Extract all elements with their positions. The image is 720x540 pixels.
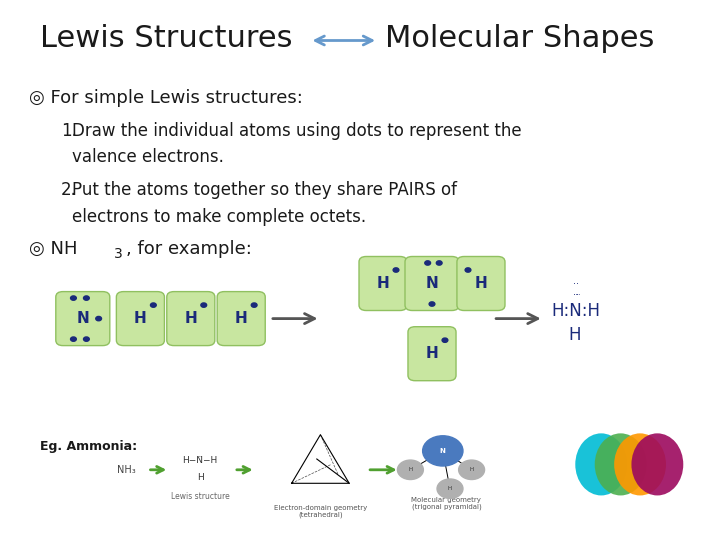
Text: H: H <box>448 486 452 491</box>
Circle shape <box>429 302 435 306</box>
FancyBboxPatch shape <box>117 292 164 346</box>
Text: H: H <box>134 311 147 326</box>
Circle shape <box>201 303 207 307</box>
Text: ··: ·· <box>575 291 580 300</box>
Text: ◎ For simple Lewis structures:: ◎ For simple Lewis structures: <box>29 89 302 107</box>
Circle shape <box>71 337 76 341</box>
Text: N: N <box>426 276 438 291</box>
Circle shape <box>423 436 463 466</box>
Circle shape <box>442 338 448 342</box>
Text: H: H <box>184 311 197 326</box>
Text: , for example:: , for example: <box>126 240 252 258</box>
Text: Molecular geometry
(trigonal pyramidal): Molecular geometry (trigonal pyramidal) <box>411 497 482 510</box>
FancyBboxPatch shape <box>408 327 456 381</box>
Circle shape <box>251 303 257 307</box>
Text: H: H <box>408 467 413 472</box>
Text: N: N <box>76 311 89 326</box>
Circle shape <box>393 268 399 272</box>
Circle shape <box>436 261 442 265</box>
Circle shape <box>96 316 102 321</box>
Ellipse shape <box>614 433 666 496</box>
Circle shape <box>397 460 423 480</box>
Circle shape <box>84 337 89 341</box>
Text: ··: ·· <box>573 280 579 289</box>
Text: Electron-domain geometry
(tetrahedral): Electron-domain geometry (tetrahedral) <box>274 505 367 518</box>
Circle shape <box>150 303 156 307</box>
Ellipse shape <box>575 433 627 496</box>
Text: Molecular Shapes: Molecular Shapes <box>385 24 654 53</box>
FancyBboxPatch shape <box>167 292 215 346</box>
Circle shape <box>84 296 89 300</box>
FancyBboxPatch shape <box>359 256 407 310</box>
Text: Lewis Structures: Lewis Structures <box>40 24 292 53</box>
Text: 2.: 2. <box>61 181 77 199</box>
FancyBboxPatch shape <box>217 292 265 346</box>
Text: H: H <box>426 346 438 361</box>
Text: ◎ NH: ◎ NH <box>29 240 77 258</box>
Text: Eg. Ammonia:: Eg. Ammonia: <box>40 440 137 453</box>
Circle shape <box>459 460 485 480</box>
Text: electrons to make complete octets.: electrons to make complete octets. <box>72 208 366 226</box>
Text: 3: 3 <box>114 247 122 261</box>
Text: H: H <box>235 311 248 326</box>
Text: N: N <box>440 448 446 454</box>
Text: Put the atoms together so they share PAIRS of: Put the atoms together so they share PAI… <box>72 181 457 199</box>
Ellipse shape <box>631 433 683 496</box>
Text: H: H <box>377 276 390 291</box>
Circle shape <box>465 268 471 272</box>
Text: H: H <box>474 276 487 291</box>
Circle shape <box>71 296 76 300</box>
Circle shape <box>437 479 463 498</box>
Text: H: H <box>197 474 204 482</box>
Text: H:N:H: H:N:H <box>552 301 600 320</box>
Text: H: H <box>469 467 474 472</box>
Text: Lewis structure: Lewis structure <box>171 492 230 501</box>
Text: H: H <box>568 326 581 344</box>
FancyBboxPatch shape <box>405 256 459 310</box>
Text: 1.: 1. <box>61 122 77 139</box>
FancyBboxPatch shape <box>457 256 505 310</box>
Text: NH₃: NH₃ <box>117 465 135 475</box>
Text: H−N̈−H: H−N̈−H <box>183 456 217 464</box>
Ellipse shape <box>595 433 647 496</box>
Circle shape <box>425 261 431 265</box>
Text: valence electrons.: valence electrons. <box>72 148 224 166</box>
FancyBboxPatch shape <box>56 292 110 346</box>
Text: Draw the individual atoms using dots to represent the: Draw the individual atoms using dots to … <box>72 122 521 139</box>
Text: ··: ·· <box>573 291 579 300</box>
